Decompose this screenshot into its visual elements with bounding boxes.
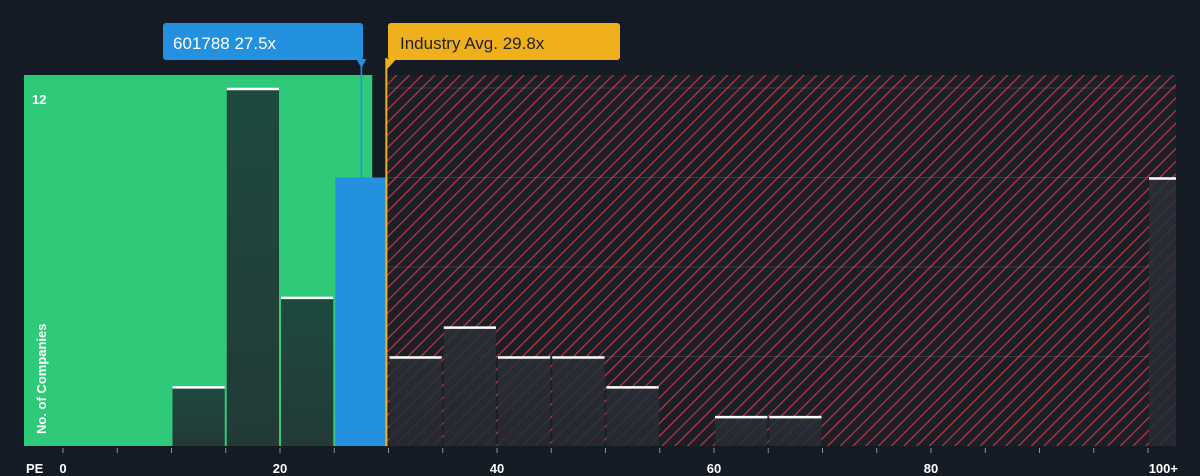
x-tick-label: 100+	[1149, 461, 1179, 476]
y-axis: 12 No. of Companies	[32, 92, 49, 434]
bar	[552, 356, 605, 446]
bar	[281, 296, 334, 446]
bar-5	[443, 326, 496, 446]
industry-callout-pointer	[386, 59, 397, 70]
bar	[715, 416, 768, 446]
bar-11	[1149, 177, 1176, 446]
industry-callout-box	[388, 23, 620, 60]
bar-2	[281, 296, 334, 446]
company-callout-label: 601788 27.5x	[173, 34, 277, 53]
markers	[360, 58, 388, 446]
bar	[606, 386, 659, 446]
x-tick-label: 0	[59, 461, 66, 476]
industry-callout-label: Industry Avg. 29.8x	[400, 34, 545, 53]
bar-10	[769, 415, 822, 446]
bar-1	[226, 87, 279, 446]
x-tick-label: 40	[490, 461, 504, 476]
y-tick-label: 12	[32, 92, 46, 107]
bar	[443, 326, 496, 446]
industry-callout: Industry Avg. 29.8x	[386, 23, 620, 70]
bar	[498, 356, 551, 446]
company-callout-pointer	[356, 59, 367, 68]
bar	[769, 416, 822, 446]
x-axis: PE 0 20 40 60 80 100+	[26, 448, 1178, 476]
bar	[389, 356, 442, 446]
bar	[1149, 177, 1176, 446]
x-tick-label: 60	[707, 461, 721, 476]
company-callout-box	[163, 23, 363, 60]
bar-6	[498, 356, 551, 446]
bar-8	[606, 386, 659, 446]
x-axis-label: PE	[26, 461, 44, 476]
bar	[172, 386, 225, 446]
bar-4	[389, 356, 442, 446]
callouts: 601788 27.5x Industry Avg. 29.8x	[163, 23, 620, 70]
bar-3	[335, 177, 388, 446]
histogram-bars	[172, 87, 1176, 446]
bar	[335, 177, 388, 446]
x-tick-label: 80	[924, 461, 938, 476]
company-callout: 601788 27.5x	[163, 23, 367, 68]
y-axis-label: No. of Companies	[34, 323, 49, 434]
bar	[226, 88, 279, 446]
bar-7	[552, 356, 605, 446]
bar-0	[172, 386, 225, 446]
bar-9	[715, 415, 768, 446]
x-tick-label: 20	[273, 461, 287, 476]
